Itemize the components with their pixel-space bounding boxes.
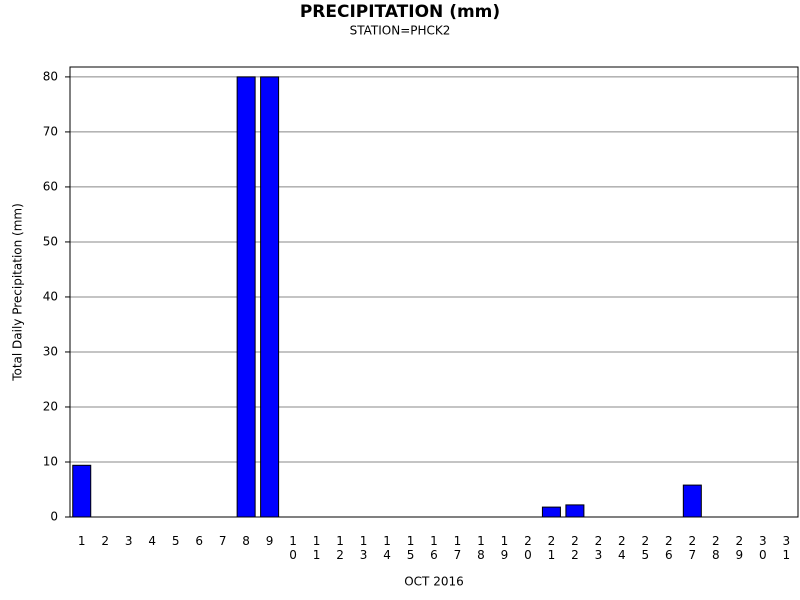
y-tick-label: 30 [43, 344, 58, 358]
y-tick-label: 80 [43, 69, 58, 83]
chart-subtitle: STATION=PHCK2 [350, 24, 451, 38]
x-tick-label: 5 [172, 534, 180, 548]
y-tick-label: 70 [43, 124, 58, 138]
bar [72, 464, 92, 518]
x-tick-label: 2 [101, 534, 109, 548]
bar [236, 76, 256, 518]
bar [260, 76, 280, 518]
x-tick-label: 9 [266, 534, 274, 548]
x-tick-label: 1 [78, 534, 86, 548]
bar [565, 504, 585, 518]
y-tick-label: 10 [43, 454, 58, 468]
y-tick-label: 0 [50, 510, 58, 524]
x-tick-label: 6 [195, 534, 203, 548]
x-tick-label: 3 [125, 534, 133, 548]
bar [682, 484, 702, 518]
y-axis-label: Total Daily Precipitation (mm) [11, 203, 25, 382]
x-axis-label: OCT 2016 [404, 575, 464, 589]
y-tick-label: 20 [43, 399, 58, 413]
y-tick-label: 60 [43, 179, 58, 193]
x-tick-label: 4 [148, 534, 156, 548]
y-tick-label: 40 [43, 289, 58, 303]
y-tick-label: 50 [43, 234, 58, 248]
x-tick-label: 7 [219, 534, 227, 548]
plot-frame [69, 66, 799, 518]
x-tick-label: 8 [242, 534, 250, 548]
chart-title: PRECIPITATION (mm) [300, 2, 500, 22]
bar [541, 506, 561, 518]
